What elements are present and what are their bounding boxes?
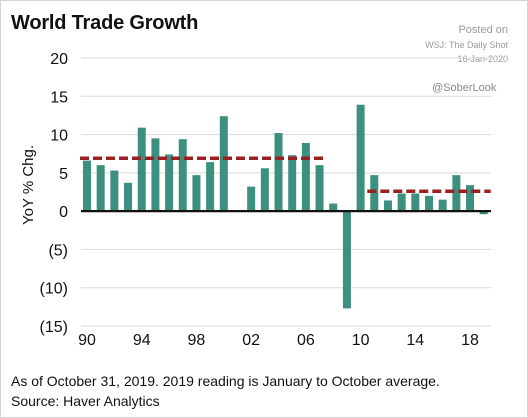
bar [274,133,283,212]
bar [83,160,91,212]
y-tick-label: 15 [50,89,68,106]
y-tick-label: (10) [40,281,68,298]
watermark-source: WSJ: The Daily Shot [425,40,508,51]
bar [178,139,187,212]
bar [329,203,338,212]
x-tick-label: 94 [133,332,151,349]
bar [137,127,146,212]
bar [425,195,433,212]
bar [192,175,201,212]
footer-note: As of October 31, 2019. 2019 reading is … [11,373,440,389]
bar [342,211,351,309]
bar [110,170,119,212]
bar [288,155,297,212]
y-tick-label: 5 [59,166,68,183]
x-tick-label: 90 [78,332,96,349]
y-tick-label: 10 [50,128,68,145]
bar [96,165,105,212]
watermark-handle: @SoberLook [432,82,497,94]
x-tick-label: 98 [188,332,206,349]
watermark-date: 16-Jan-2020 [457,53,508,64]
bar [315,165,324,212]
bar [124,182,133,212]
x-tick-label: 06 [297,332,315,349]
bar [356,104,365,212]
bar [165,154,174,212]
x-tick-label: 18 [461,332,479,349]
bar [370,175,379,212]
bar [301,142,310,212]
watermark-posted-label: Posted on [458,24,508,36]
x-tick-label: 02 [242,332,260,349]
bar [151,138,160,212]
footer-source: Source: Haver Analytics [11,393,160,409]
bar [219,116,228,212]
bar [397,193,406,212]
x-tick-label: 14 [406,332,424,349]
bar-chart: 20 15 10 5 0 (5) (10) (15) 90 94 98 02 06 10 14 18 YoY %… [20,51,491,349]
y-axis-label: YoY % Chg. [20,145,37,225]
bar [260,168,269,212]
y-tick-label: (15) [40,319,68,336]
x-tick-label: 10 [352,332,370,349]
bar [452,175,461,212]
bar [411,193,420,212]
chart-footer: As of October 31, 2019. 2019 reading is … [11,371,440,411]
bar [438,199,447,212]
chart-title: World Trade Growth [11,12,199,34]
bar [479,211,488,215]
y-tick-label: 0 [59,204,68,221]
bar [206,162,215,212]
bar [466,185,475,212]
y-tick-label: 20 [50,51,68,68]
bar [247,186,256,212]
bar [383,200,392,212]
watermark: Posted on WSJ: The Daily Shot 16-Jan-202… [425,22,508,67]
y-tick-label: (5) [48,242,68,259]
